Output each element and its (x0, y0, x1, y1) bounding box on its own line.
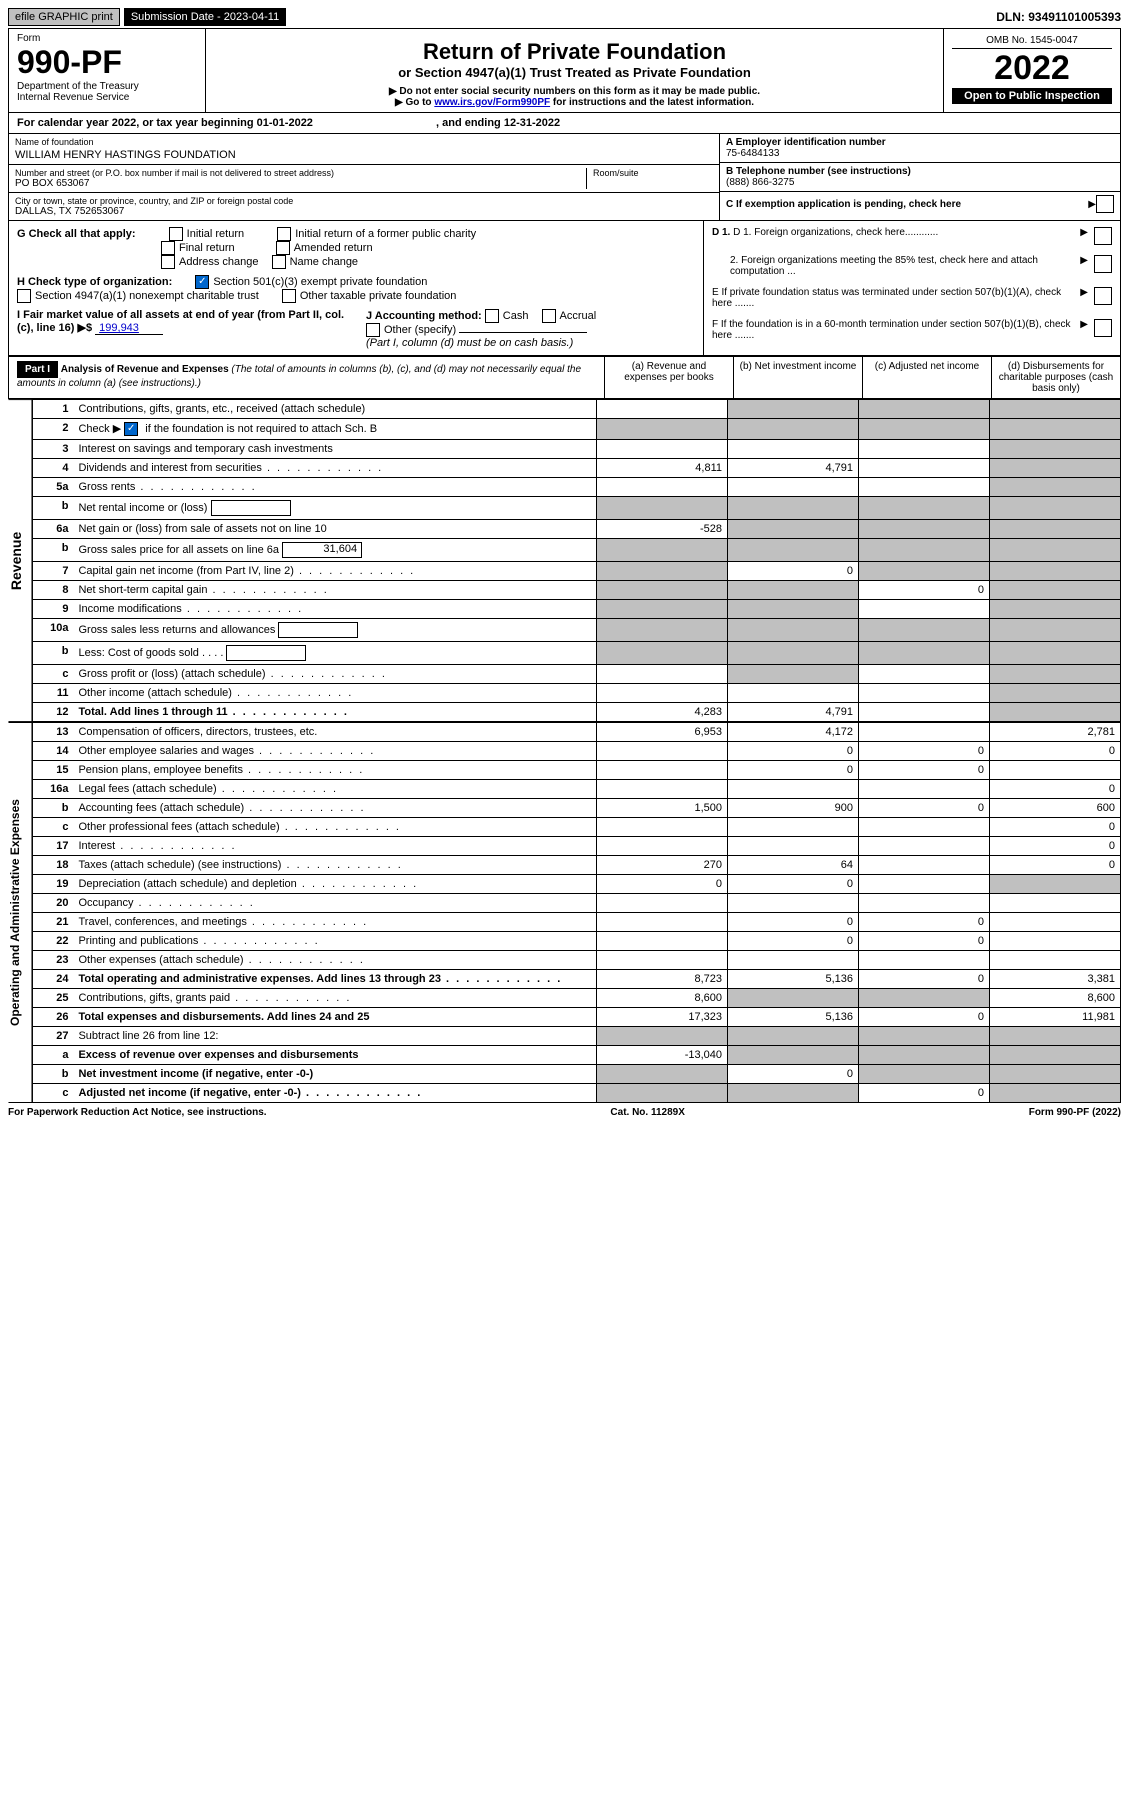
rental-box (211, 500, 291, 516)
phone-label: B Telephone number (see instructions) (726, 166, 1114, 177)
name-change-chk[interactable] (272, 255, 286, 269)
phone: (888) 866-3275 (726, 177, 1114, 188)
col-d-header: (d) Disbursements for charitable purpose… (991, 357, 1120, 398)
city: DALLAS, TX 752653067 (15, 206, 713, 217)
fmv-value[interactable]: 199,943 (95, 322, 163, 335)
foundation-name: WILLIAM HENRY HASTINGS FOUNDATION (15, 149, 713, 161)
schb-chk[interactable] (124, 422, 138, 436)
gross-sales-box: 31,604 (282, 542, 362, 558)
exemption-label: C If exemption application is pending, c… (726, 199, 1088, 210)
address-change-chk[interactable] (161, 255, 175, 269)
room-label: Room/suite (593, 168, 713, 178)
g-row: G Check all that apply: Initial return I… (17, 227, 695, 269)
dln: DLN: 93491101005393 (996, 10, 1121, 24)
accrual-chk[interactable] (542, 309, 556, 323)
top-bar: efile GRAPHIC print Submission Date - 20… (8, 8, 1121, 26)
submission-date: Submission Date - 2023-04-11 (124, 8, 286, 26)
e-checkbox[interactable] (1094, 287, 1112, 305)
efile-badge: efile GRAPHIC print (8, 8, 120, 26)
part1-label: Part I (17, 361, 58, 378)
expenses-section: Operating and Administrative Expenses 13… (8, 722, 1121, 1103)
ein-label: A Employer identification number (726, 137, 1114, 148)
addr-label: Number and street (or P.O. box number if… (15, 168, 586, 178)
name-label: Name of foundation (15, 137, 713, 147)
addr: PO BOX 653067 (15, 178, 586, 189)
f-checkbox[interactable] (1094, 319, 1112, 337)
part1-header: Part I Analysis of Revenue and Expenses … (8, 356, 1121, 399)
col-a-header: (a) Revenue and expenses per books (604, 357, 733, 398)
revenue-table: 1Contributions, gifts, grants, etc., rec… (32, 399, 1121, 722)
form-label: Form (17, 33, 197, 44)
final-return-chk[interactable] (161, 241, 175, 255)
form-subtitle: or Section 4947(a)(1) Trust Treated as P… (214, 65, 935, 80)
form-ref: Form 990-PF (2022) (1029, 1107, 1121, 1118)
4947-chk[interactable] (17, 289, 31, 303)
initial-former-chk[interactable] (277, 227, 291, 241)
note-link: ▶ Go to www.irs.gov/Form990PF for instru… (214, 97, 935, 108)
ij-row: I Fair market value of all assets at end… (17, 309, 695, 349)
other-acct-chk[interactable] (366, 323, 380, 337)
irs-link[interactable]: www.irs.gov/Form990PF (434, 97, 550, 108)
footer: For Paperwork Reduction Act Notice, see … (8, 1107, 1121, 1118)
form-number: 990-PF (17, 44, 197, 81)
identity-block: Name of foundation WILLIAM HENRY HASTING… (8, 134, 1121, 221)
accounting-label: J Accounting method: (366, 310, 482, 322)
note-ssn: ▶ Do not enter social security numbers o… (214, 86, 935, 97)
d1-checkbox[interactable] (1094, 227, 1112, 245)
open-public: Open to Public Inspection (952, 88, 1112, 104)
part1-title: Analysis of Revenue and Expenses (61, 364, 229, 375)
ein: 75-6484133 (726, 148, 1114, 159)
dept: Department of the Treasury (17, 81, 197, 92)
cash-basis-note: (Part I, column (d) must be on cash basi… (366, 337, 573, 349)
calendar-year: For calendar year 2022, or tax year begi… (8, 113, 1121, 134)
checks-section: G Check all that apply: Initial return I… (8, 221, 1121, 356)
d2-checkbox[interactable] (1094, 255, 1112, 273)
revenue-section: Revenue 1Contributions, gifts, grants, e… (8, 399, 1121, 722)
omb: OMB No. 1545-0047 (952, 33, 1112, 49)
exemption-checkbox[interactable] (1096, 195, 1114, 213)
initial-return-chk[interactable] (169, 227, 183, 241)
form-header: Form 990-PF Department of the Treasury I… (8, 28, 1121, 113)
cash-chk[interactable] (485, 309, 499, 323)
other-taxable-chk[interactable] (282, 289, 296, 303)
paperwork-note: For Paperwork Reduction Act Notice, see … (8, 1107, 267, 1118)
tax-year: 2022 (952, 49, 1112, 88)
amended-chk[interactable] (276, 241, 290, 255)
expenses-vlabel: Operating and Administrative Expenses (8, 722, 32, 1103)
revenue-vlabel: Revenue (8, 399, 32, 722)
h-row: H Check type of organization: Section 50… (17, 275, 695, 303)
col-b-header: (b) Net investment income (733, 357, 862, 398)
fmv-label: I Fair market value of all assets at end… (17, 309, 344, 334)
cat-no: Cat. No. 11289X (610, 1107, 684, 1118)
city-label: City or town, state or province, country… (15, 196, 713, 206)
expenses-table: 13Compensation of officers, directors, t… (32, 722, 1121, 1103)
col-c-header: (c) Adjusted net income (862, 357, 991, 398)
irs: Internal Revenue Service (17, 92, 197, 103)
501c3-chk[interactable] (195, 275, 209, 289)
form-title: Return of Private Foundation (214, 39, 935, 65)
